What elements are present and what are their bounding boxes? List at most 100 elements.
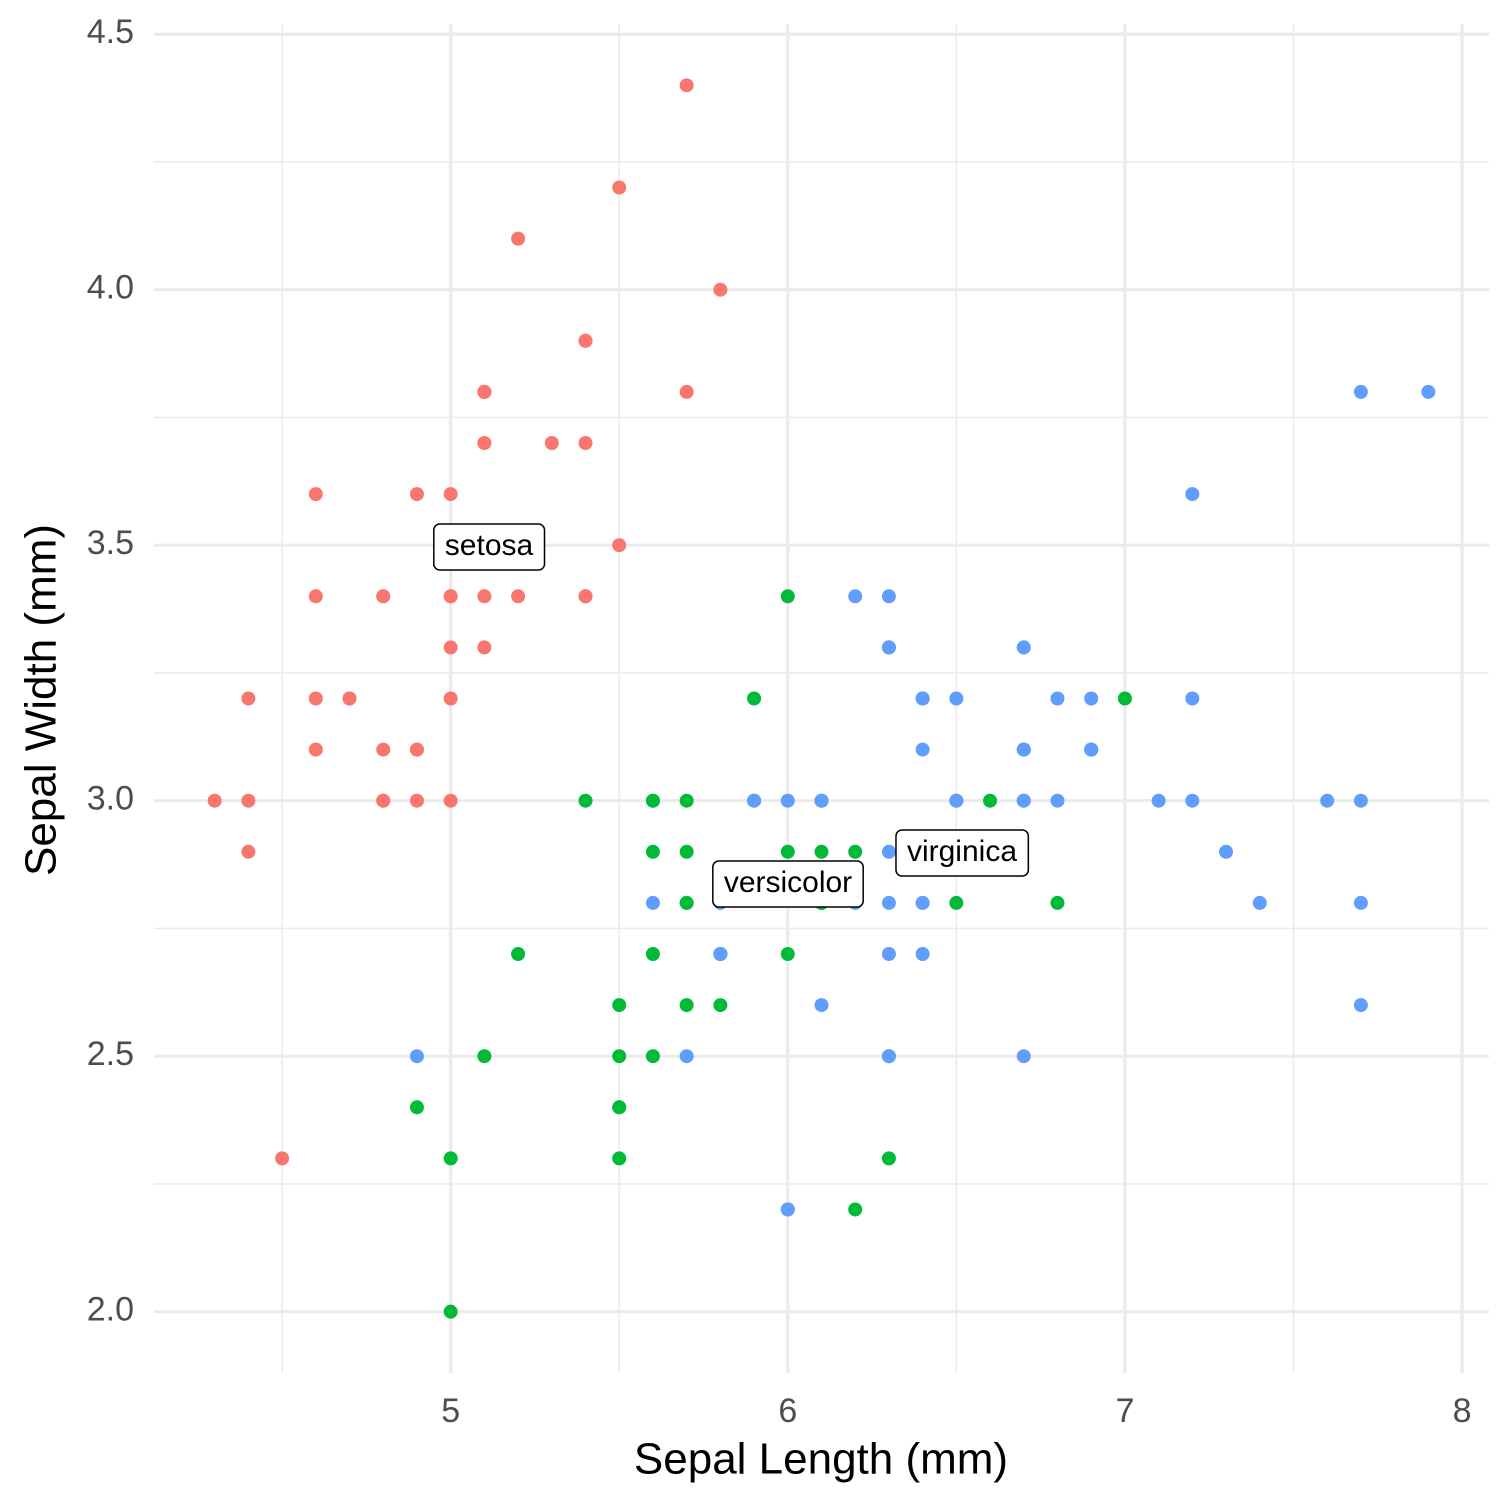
point <box>949 793 964 808</box>
point <box>1016 793 1031 808</box>
point <box>578 333 593 348</box>
point <box>241 691 256 706</box>
point <box>983 793 998 808</box>
x-axis-title: Sepal Length (mm) <box>634 1435 1008 1484</box>
point <box>308 487 323 502</box>
point <box>443 793 458 808</box>
point <box>1219 844 1234 859</box>
grid <box>154 24 1489 1373</box>
label-text: virginica <box>907 835 1017 868</box>
point <box>679 1049 694 1064</box>
point <box>915 946 930 961</box>
point <box>376 742 391 757</box>
point <box>1117 691 1132 706</box>
point <box>713 282 728 297</box>
point <box>679 844 694 859</box>
point <box>612 1049 627 1064</box>
point <box>477 384 492 399</box>
x-tick-label: 5 <box>441 1392 460 1430</box>
point <box>443 691 458 706</box>
point <box>848 589 863 604</box>
point <box>881 844 896 859</box>
point <box>477 436 492 451</box>
label-box <box>433 523 546 571</box>
point <box>713 946 728 961</box>
y-tick-label: 2.0 <box>87 1291 134 1329</box>
point <box>409 1049 424 1064</box>
point <box>409 487 424 502</box>
point <box>881 1049 896 1064</box>
point <box>1016 742 1031 757</box>
series-points <box>409 589 1132 1319</box>
point <box>679 998 694 1013</box>
point <box>443 640 458 655</box>
series-points <box>207 78 728 1166</box>
point <box>780 793 795 808</box>
point <box>1353 793 1368 808</box>
point <box>679 895 694 910</box>
point <box>1050 691 1065 706</box>
point <box>1185 691 1200 706</box>
point <box>881 1151 896 1166</box>
point <box>376 589 391 604</box>
point <box>1353 895 1368 910</box>
point <box>409 793 424 808</box>
point <box>612 1100 627 1115</box>
series-label: versicolor <box>712 860 864 908</box>
point <box>275 1151 290 1166</box>
point <box>1084 742 1099 757</box>
point <box>544 436 559 451</box>
point <box>1252 895 1267 910</box>
point <box>409 1100 424 1115</box>
series-points <box>409 384 1436 1217</box>
y-tick-label: 3.0 <box>87 780 134 818</box>
label-box <box>895 829 1030 877</box>
point <box>409 742 424 757</box>
point <box>949 895 964 910</box>
point <box>915 742 930 757</box>
point <box>241 844 256 859</box>
point <box>443 1151 458 1166</box>
y-axis-title: Sepal Width (mm) <box>17 524 66 876</box>
point <box>511 589 526 604</box>
point <box>949 691 964 706</box>
point <box>511 231 526 246</box>
y-tick-label: 4.0 <box>87 269 134 307</box>
point <box>679 384 694 399</box>
point <box>645 1049 660 1064</box>
point <box>645 793 660 808</box>
point <box>1016 1049 1031 1064</box>
point <box>881 895 896 910</box>
point <box>679 78 694 93</box>
point <box>1185 793 1200 808</box>
point <box>881 946 896 961</box>
point <box>645 844 660 859</box>
series-label: setosa <box>433 523 546 571</box>
point <box>443 1304 458 1319</box>
point <box>780 589 795 604</box>
point <box>1084 691 1099 706</box>
point <box>780 844 795 859</box>
point <box>477 589 492 604</box>
point <box>848 1202 863 1217</box>
point <box>848 844 863 859</box>
point <box>780 946 795 961</box>
point <box>915 691 930 706</box>
series-label: virginica <box>895 829 1030 877</box>
point <box>713 998 728 1013</box>
point <box>578 436 593 451</box>
point <box>376 793 391 808</box>
point <box>747 793 762 808</box>
label-text: setosa <box>445 529 534 562</box>
point <box>645 946 660 961</box>
point <box>814 998 829 1013</box>
point <box>241 793 256 808</box>
point <box>511 946 526 961</box>
label-box <box>712 860 864 908</box>
point <box>814 793 829 808</box>
point <box>1185 487 1200 502</box>
x-tick-label: 7 <box>1115 1392 1134 1430</box>
y-tick-label: 4.5 <box>87 13 134 51</box>
point <box>443 589 458 604</box>
point <box>612 998 627 1013</box>
